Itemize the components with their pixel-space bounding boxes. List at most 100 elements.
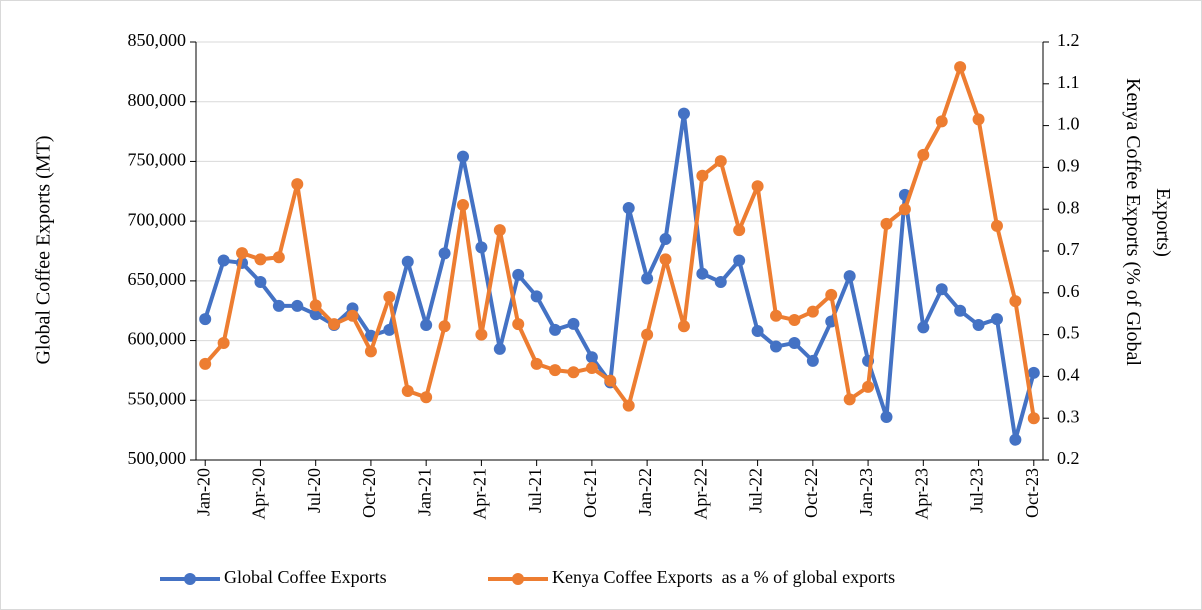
data-point bbox=[659, 253, 672, 266]
data-point bbox=[825, 288, 838, 301]
data-point bbox=[549, 364, 562, 377]
data-point bbox=[1009, 295, 1022, 308]
data-point bbox=[751, 180, 764, 193]
x-tick-label: Jan-20 bbox=[193, 468, 213, 516]
data-point bbox=[493, 224, 506, 237]
x-tick-label: Jul-21 bbox=[525, 468, 545, 513]
data-point bbox=[659, 233, 672, 246]
data-point bbox=[401, 385, 414, 398]
data-point bbox=[1027, 412, 1040, 425]
y-tick-label: 550,000 bbox=[128, 388, 187, 408]
y2-tick-label: 0.8 bbox=[1057, 197, 1080, 217]
y2-tick-label: 1.2 bbox=[1057, 30, 1080, 50]
data-point bbox=[475, 241, 488, 254]
x-tick-label: Apr-22 bbox=[690, 468, 710, 520]
y2-tick-label: 1.0 bbox=[1057, 114, 1080, 134]
y2-tick-label: 0.3 bbox=[1057, 406, 1080, 426]
data-point bbox=[917, 321, 930, 334]
data-point bbox=[954, 304, 967, 317]
data-point bbox=[346, 309, 359, 322]
data-point bbox=[806, 305, 819, 318]
y-tick-label: 850,000 bbox=[128, 30, 187, 50]
y2-tick-label: 0.6 bbox=[1057, 281, 1080, 301]
y2-tick-label: 0.2 bbox=[1057, 448, 1080, 468]
data-point bbox=[843, 270, 856, 283]
data-point bbox=[383, 323, 396, 336]
data-point bbox=[512, 268, 525, 281]
data-point bbox=[272, 299, 285, 312]
data-point bbox=[641, 328, 654, 341]
data-point bbox=[217, 336, 230, 349]
x-tick-label: Jul-20 bbox=[304, 468, 324, 513]
data-point bbox=[254, 253, 267, 266]
data-point bbox=[677, 320, 690, 333]
y2-tick-label: 0.7 bbox=[1057, 239, 1080, 259]
data-point bbox=[420, 319, 433, 332]
x-tick-label: Oct-20 bbox=[359, 468, 379, 518]
data-point bbox=[475, 328, 488, 341]
data-point bbox=[696, 169, 709, 182]
data-point bbox=[401, 255, 414, 268]
data-point bbox=[806, 354, 819, 367]
x-tick-label: Apr-23 bbox=[911, 468, 931, 520]
series-line bbox=[203, 111, 1036, 442]
data-point bbox=[383, 290, 396, 303]
data-point bbox=[788, 336, 801, 349]
data-point bbox=[622, 399, 635, 412]
data-point bbox=[843, 393, 856, 406]
data-point bbox=[935, 115, 948, 128]
data-point bbox=[935, 283, 948, 296]
y2-tick-label: 1.1 bbox=[1057, 72, 1080, 92]
data-point bbox=[199, 313, 212, 326]
data-point bbox=[862, 380, 875, 393]
x-tick-label: Jan-22 bbox=[635, 468, 655, 516]
y-tick-label: 650,000 bbox=[128, 269, 187, 289]
y-tick-label: 800,000 bbox=[128, 90, 187, 110]
data-point bbox=[770, 340, 783, 353]
data-point bbox=[420, 391, 433, 404]
data-point bbox=[880, 217, 893, 230]
data-point bbox=[733, 254, 746, 267]
data-point bbox=[493, 342, 506, 355]
x-tick-label: Jul-23 bbox=[967, 468, 987, 513]
data-point bbox=[696, 267, 709, 280]
data-point bbox=[512, 318, 525, 331]
data-point bbox=[236, 247, 249, 260]
y-tick-label: 500,000 bbox=[128, 448, 187, 468]
x-tick-label: Jan-21 bbox=[414, 468, 434, 516]
data-point bbox=[770, 309, 783, 322]
data-point bbox=[199, 357, 212, 370]
y2-tick-label: 0.9 bbox=[1057, 156, 1080, 176]
x-tick-label: Jul-22 bbox=[746, 468, 766, 513]
y-tick-label: 750,000 bbox=[128, 150, 187, 170]
data-point bbox=[585, 362, 598, 375]
x-tick-label: Oct-23 bbox=[1022, 468, 1042, 518]
data-point bbox=[567, 317, 580, 330]
data-point bbox=[1027, 366, 1040, 379]
data-point bbox=[972, 319, 985, 332]
y-tick-label: 600,000 bbox=[128, 329, 187, 349]
x-tick-label: Oct-22 bbox=[801, 468, 821, 518]
data-point bbox=[604, 374, 617, 387]
legend-marker bbox=[512, 573, 524, 585]
data-point bbox=[438, 320, 451, 333]
data-point bbox=[622, 202, 635, 215]
data-point bbox=[1009, 433, 1022, 446]
x-tick-label: Apr-21 bbox=[470, 468, 490, 520]
legend-marker bbox=[184, 573, 196, 585]
data-point bbox=[585, 351, 598, 364]
data-point bbox=[291, 299, 304, 312]
data-point bbox=[456, 199, 469, 212]
data-point bbox=[217, 254, 230, 267]
data-point bbox=[309, 308, 322, 321]
y-tick-label: 700,000 bbox=[128, 209, 187, 229]
data-point bbox=[291, 178, 304, 191]
data-point bbox=[567, 366, 580, 379]
data-point bbox=[788, 313, 801, 326]
data-point bbox=[898, 203, 911, 216]
y2-axis-title: Kenya Coffee Exports (% of Global Export… bbox=[1122, 78, 1174, 366]
legend-label: Global Coffee Exports bbox=[224, 567, 387, 587]
data-point bbox=[641, 272, 654, 285]
